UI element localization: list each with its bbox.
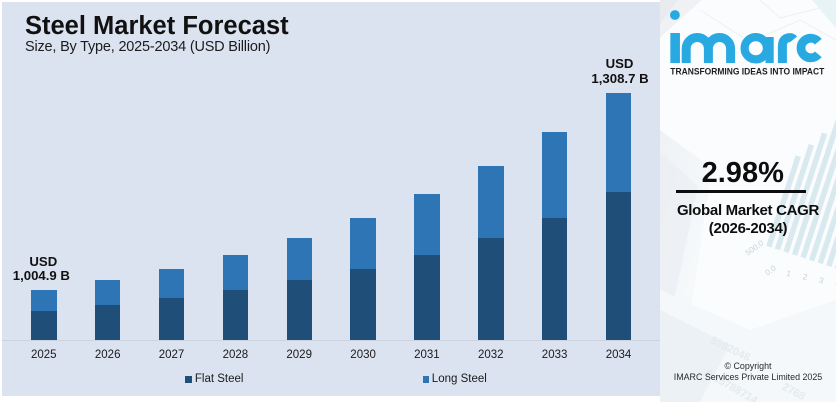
svg-text:TRANSFORMING IDEAS INTO IMPACT: TRANSFORMING IDEAS INTO IMPACT — [670, 66, 825, 76]
